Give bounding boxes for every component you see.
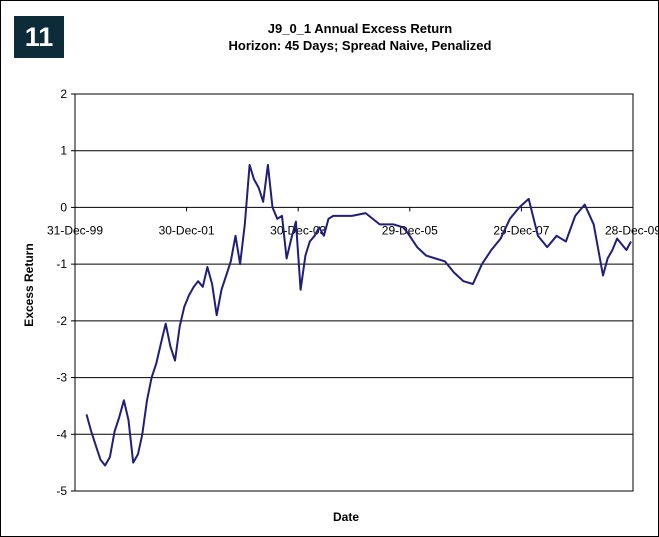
y-axis-label: Excess Return — [22, 243, 36, 327]
x-tick-label: 28-Dec-09 — [605, 223, 659, 237]
chart-title-block: J9_0_1 Annual Excess Return Horizon: 45 … — [150, 20, 570, 54]
y-tick-label: -1 — [56, 257, 67, 271]
chart-title: J9_0_1 Annual Excess Return — [267, 21, 453, 36]
y-tick-label: -5 — [56, 484, 67, 498]
y-tick-label: 0 — [60, 200, 67, 214]
y-tick-label: 2 — [60, 87, 67, 101]
x-tick-label: 31-Dec-99 — [47, 223, 103, 237]
series-line — [85, 163, 632, 467]
x-tick-label: 29-Dec-05 — [382, 223, 438, 237]
y-tick-label: 1 — [60, 144, 67, 158]
x-tick-label: 30-Dec-01 — [159, 223, 215, 237]
figure-number-badge: 11 — [14, 16, 64, 58]
x-axis-label: Date — [332, 510, 360, 524]
plot-area — [74, 93, 634, 492]
y-tick-label: -4 — [56, 427, 67, 441]
y-tick-label: -2 — [56, 314, 67, 328]
y-tick-label: -3 — [56, 371, 67, 385]
chart-subtitle: Horizon: 45 Days; Spread Naive, Penalize… — [228, 38, 492, 53]
